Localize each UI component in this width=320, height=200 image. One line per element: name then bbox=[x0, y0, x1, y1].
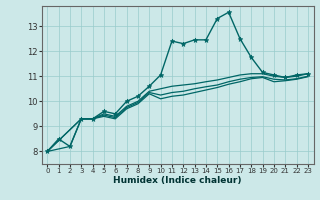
X-axis label: Humidex (Indice chaleur): Humidex (Indice chaleur) bbox=[113, 176, 242, 185]
